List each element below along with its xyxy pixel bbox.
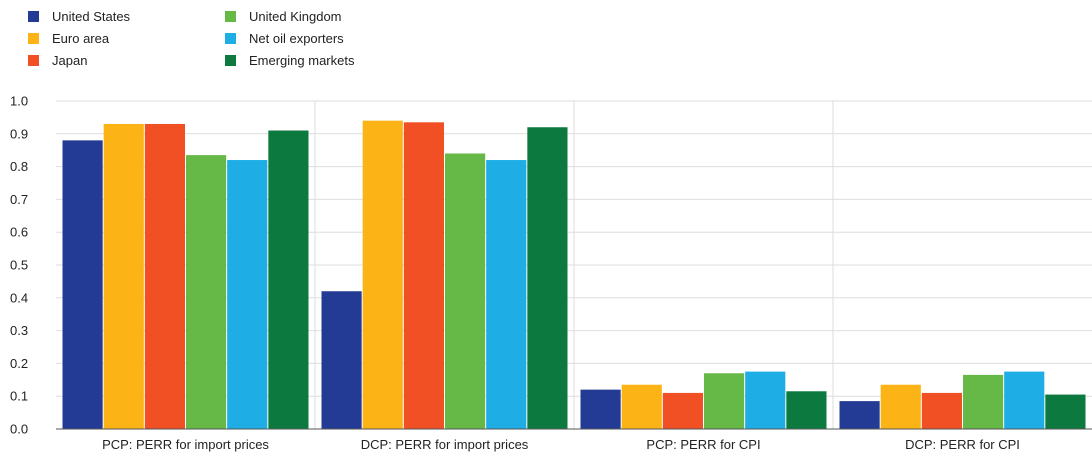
y-tick-label: 0.4 — [10, 290, 28, 305]
legend-swatch — [28, 54, 39, 66]
legend-item: Net oil exporters — [225, 28, 344, 48]
y-tick-label: 0.2 — [10, 356, 28, 371]
y-tick-label: 0.5 — [10, 258, 28, 273]
x-category-label: DCP: PERR for CPI — [905, 437, 1020, 452]
legend-label: Emerging markets — [249, 52, 355, 68]
bar-japan — [662, 392, 703, 429]
y-tick-label: 0.9 — [10, 126, 28, 141]
y-axis-tick-labels: 0.0 0.1 0.2 0.3 0.4 0.5 0.6 0.7 0.8 0.9 1.0 — [10, 94, 28, 437]
legend-item: Emerging markets — [225, 50, 354, 70]
bar-euro-area — [621, 384, 662, 429]
bar-euro-area — [362, 120, 403, 430]
legend-swatch — [28, 10, 39, 22]
bar-net-oil-exporters — [745, 371, 786, 429]
bar-emerging-markets — [527, 127, 568, 430]
y-tick-label: 0.0 — [10, 422, 28, 437]
bar-net-oil-exporters — [227, 160, 268, 430]
legend-item: Euro area — [28, 28, 109, 48]
x-axis-category-labels: PCP: PERR for import prices DCP: PERR for… — [102, 437, 1020, 452]
legend-label: Japan — [52, 52, 88, 68]
bar-united-states — [321, 291, 362, 429]
legend-swatch — [225, 54, 236, 66]
x-category-label: PCP: PERR for CPI — [646, 437, 760, 452]
bar-united-states — [62, 140, 103, 430]
category-separators — [314, 101, 834, 429]
legend-label: United States — [52, 8, 131, 24]
legend-swatch — [225, 32, 236, 44]
chart-legend: United States Euro area Japan United Kingdo… — [28, 6, 548, 86]
legend-label: Euro area — [52, 30, 110, 46]
bar-euro-area — [103, 123, 144, 430]
y-tick-label: 1.0 — [10, 94, 28, 109]
y-tick-label: 0.6 — [10, 225, 28, 240]
x-category-label: DCP: PERR for import prices — [361, 437, 529, 452]
y-tick-label: 0.1 — [10, 389, 28, 404]
bar-emerging-markets — [268, 130, 309, 429]
legend-item: United Kingdom — [225, 6, 342, 26]
bar-emerging-markets — [786, 391, 827, 429]
bar-united-kingdom — [704, 373, 745, 429]
bar-euro-area — [880, 384, 921, 429]
x-category-label: PCP: PERR for import prices — [102, 437, 269, 452]
y-tick-label: 0.7 — [10, 192, 28, 207]
legend-swatch — [28, 32, 39, 44]
bar-net-oil-exporters — [1004, 371, 1045, 429]
bar-japan — [921, 392, 962, 429]
bar-japan — [403, 122, 444, 429]
legend-label: Net oil exporters — [249, 30, 344, 46]
bar-united-states — [580, 389, 621, 429]
legend-item: Japan — [28, 50, 87, 70]
bars — [62, 120, 1086, 430]
bar-japan — [144, 123, 185, 430]
bar-united-kingdom — [963, 374, 1004, 429]
y-tick-label: 0.3 — [10, 323, 28, 338]
bar-united-kingdom — [445, 153, 486, 430]
bar-net-oil-exporters — [486, 160, 527, 430]
bar-united-kingdom — [186, 155, 227, 429]
y-tick-label: 0.8 — [10, 159, 28, 174]
legend-label: United Kingdom — [249, 8, 342, 24]
legend-swatch — [225, 10, 236, 22]
bar-united-states — [839, 401, 880, 429]
bar-emerging-markets — [1045, 394, 1086, 429]
legend-item: United States — [28, 6, 130, 26]
